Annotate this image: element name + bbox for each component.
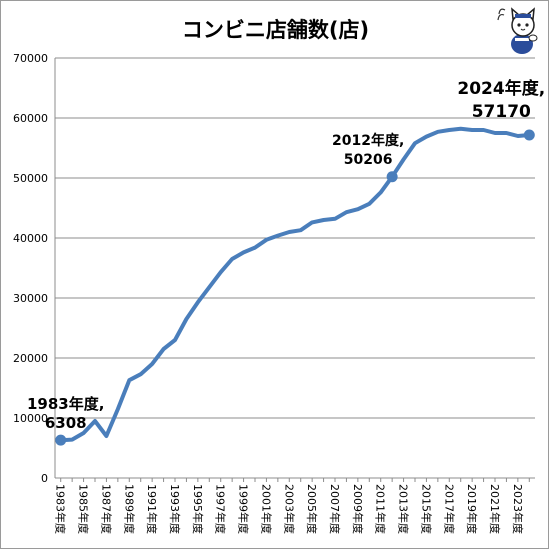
y-tick-label: 50000 — [13, 172, 48, 185]
x-tick-label: 1999年度 — [237, 484, 251, 534]
annotation-label-year: 1983年度, — [27, 395, 104, 413]
mascot-cat-illustration — [497, 7, 538, 54]
x-tick-label: 1993年度 — [168, 484, 182, 534]
x-tick-label: 2005年度 — [305, 484, 319, 534]
y-tick-label: 60000 — [13, 112, 48, 125]
y-tick-label: 20000 — [13, 352, 48, 365]
x-tick-label: 2011年度 — [374, 484, 388, 534]
annotation-label-value: 6308 — [45, 414, 87, 432]
grid-lines — [55, 57, 535, 479]
annotation-label-value: 50206 — [344, 152, 393, 168]
x-axis: 1983年度 1985年度 1987年度 1989年度 1991年度 1993年度 1995… — [54, 477, 535, 534]
x-tick-label: 2023年度 — [511, 484, 525, 534]
highlight-marker — [386, 171, 398, 183]
x-tick-label: 1983年度 — [54, 484, 68, 534]
chart-title: コンビニ店舗数(店) — [181, 18, 370, 42]
x-tick-label: 1991年度 — [145, 484, 159, 534]
x-tick-label: 2019年度 — [465, 484, 479, 534]
x-tick-label: 2015年度 — [419, 484, 433, 534]
y-tick-label: 10000 — [13, 412, 48, 425]
y-tick-label: 70000 — [13, 52, 48, 65]
y-tick-label: 40000 — [13, 232, 48, 245]
highlight-marker — [55, 434, 67, 446]
x-tick-label: 1985年度 — [77, 484, 91, 534]
y-axis: 0 10000 20000 30000 40000 50000 60000 70000 — [13, 52, 56, 485]
series-line — [58, 126, 532, 443]
y-tick-label: 0 — [41, 472, 48, 485]
x-tick-label: 2017年度 — [442, 484, 456, 534]
x-tick-label: 1987年度 — [99, 484, 113, 534]
y-tick-label: 30000 — [13, 292, 48, 305]
x-tick-label: 1989年度 — [122, 484, 136, 534]
highlight-marker — [523, 129, 535, 141]
annotation-label-year: 2024年度, — [457, 78, 545, 99]
x-tick-label: 2021年度 — [488, 484, 502, 534]
x-tick-label: 2001年度 — [259, 484, 273, 534]
x-tick-label: 2003年度 — [282, 484, 296, 534]
x-tick-label: 2007年度 — [328, 484, 342, 534]
x-tick-label: 1995年度 — [191, 484, 205, 534]
x-tick-label: 2013年度 — [397, 484, 411, 534]
annotation-label-year: 2012年度, — [332, 132, 404, 149]
series-layer — [55, 126, 535, 446]
annotation-label-value: 57170 — [472, 102, 531, 122]
x-tick-label: 1997年度 — [214, 484, 228, 534]
annotations-layer: 1983年度,6308 2012年度, 50206 2024年度, 57170 — [27, 78, 545, 432]
x-tick-label: 2009年度 — [351, 484, 365, 534]
